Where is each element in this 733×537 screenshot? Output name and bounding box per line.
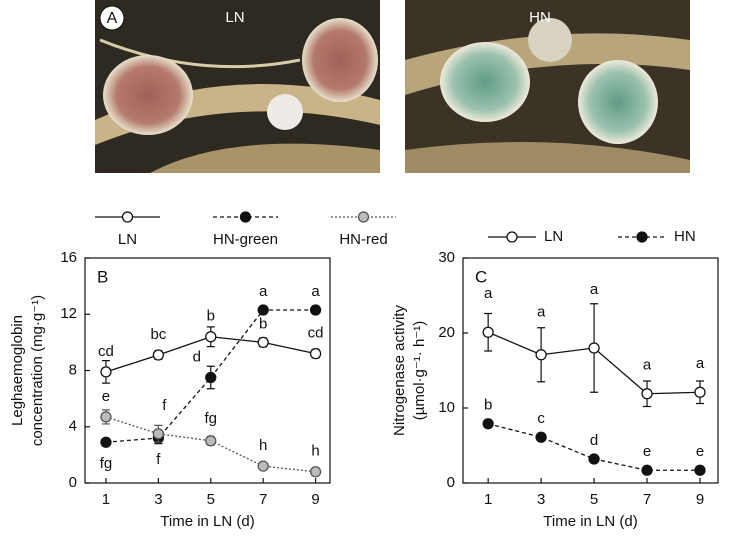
significance-letter: h xyxy=(259,437,267,454)
data-point xyxy=(535,349,547,361)
x-tick-label: 5 xyxy=(207,491,215,508)
significance-letter: b xyxy=(207,308,215,325)
significance-letter: e xyxy=(643,443,651,460)
y-tick-label: 20 xyxy=(438,324,455,341)
data-point xyxy=(588,453,600,465)
legend-label: HN-green xyxy=(213,231,278,248)
data-point xyxy=(100,436,112,448)
significance-letter: a xyxy=(590,281,599,298)
x-axis-title: Time in LN (d) xyxy=(543,513,637,530)
data-point xyxy=(152,428,165,440)
significance-letter: a xyxy=(311,283,320,300)
legend-label: LN xyxy=(118,231,137,248)
significance-letter: f xyxy=(162,397,167,414)
y-tick-label: 30 xyxy=(438,249,455,266)
data-point xyxy=(205,331,217,343)
panel-label: C xyxy=(475,267,487,286)
x-tick-label: 3 xyxy=(154,491,162,508)
data-point xyxy=(257,304,269,316)
data-point xyxy=(309,304,322,316)
y-tick-label: 0 xyxy=(447,474,455,491)
data-point xyxy=(482,326,494,338)
x-tick-label: 9 xyxy=(311,491,319,508)
x-tick-label: 7 xyxy=(643,491,651,508)
plot-frame xyxy=(462,257,719,484)
data-point xyxy=(152,349,165,361)
photo-left xyxy=(95,0,380,173)
data-point xyxy=(205,435,217,447)
x-tick-label: 1 xyxy=(102,491,110,508)
x-axis-title: Time in LN (d) xyxy=(160,513,254,530)
x-tick-label: 1 xyxy=(484,491,492,508)
x-tick-label: 3 xyxy=(537,491,545,508)
data-point xyxy=(694,386,706,398)
panel-label: A xyxy=(107,10,118,27)
data-point xyxy=(257,460,269,472)
significance-letter: b xyxy=(484,397,492,414)
significance-letter: e xyxy=(102,388,110,405)
data-point xyxy=(482,418,494,430)
photo-right xyxy=(405,0,690,173)
y-axis-title: Nitrogenase activity xyxy=(391,305,408,436)
series-line xyxy=(487,423,700,471)
x-tick-label: 9 xyxy=(696,491,704,508)
significance-letter: a xyxy=(484,285,493,302)
significance-letter: h xyxy=(311,443,319,460)
data-point xyxy=(641,388,653,400)
significance-letter: cd xyxy=(98,343,114,360)
series-line xyxy=(105,309,316,443)
legend-marker xyxy=(357,211,370,223)
significance-letter: e xyxy=(696,443,704,460)
data-point xyxy=(694,464,706,476)
data-point xyxy=(588,342,600,354)
y-axis-title: Leghaemoglobin xyxy=(9,315,26,426)
photo-label: LN xyxy=(225,9,244,26)
legend-label: HN-red xyxy=(339,231,387,248)
y-tick-label: 8 xyxy=(69,361,77,378)
y-tick-label: 12 xyxy=(60,305,77,322)
legend-marker xyxy=(239,211,252,223)
data-point xyxy=(535,431,547,443)
x-tick-label: 7 xyxy=(259,491,267,508)
significance-letter: cd xyxy=(308,325,324,342)
y-tick-label: 4 xyxy=(69,418,77,435)
significance-letter: a xyxy=(643,357,652,374)
legend-label: HN xyxy=(674,228,696,245)
data-point xyxy=(100,411,112,423)
data-point xyxy=(309,466,322,478)
significance-letter: f xyxy=(156,451,161,468)
panel-label: B xyxy=(97,267,108,286)
y-axis-title: (µmol·g⁻¹· h⁻¹) xyxy=(411,321,428,420)
y-tick-label: 10 xyxy=(438,399,455,416)
data-point xyxy=(205,371,217,384)
photo-label: HN xyxy=(529,9,551,26)
legend-marker xyxy=(506,231,518,243)
significance-letter: d xyxy=(590,432,598,449)
significance-letter: a xyxy=(259,283,268,300)
data-point xyxy=(257,336,269,349)
legend-marker xyxy=(636,231,648,243)
data-point xyxy=(309,347,322,360)
plot-frame xyxy=(84,257,331,484)
significance-letter: d xyxy=(193,349,201,366)
legend-label: LN xyxy=(544,228,563,245)
y-axis-title: concentration (mg·g⁻¹) xyxy=(29,295,46,446)
significance-letter: a xyxy=(537,304,546,321)
significance-letter: bc xyxy=(150,326,166,343)
y-tick-label: 16 xyxy=(60,249,77,266)
significance-letter: fg xyxy=(205,410,218,427)
significance-letter: fg xyxy=(100,455,113,472)
series-line xyxy=(105,416,316,473)
x-tick-label: 5 xyxy=(590,491,598,508)
panel-label-badge xyxy=(99,5,125,31)
y-tick-label: 0 xyxy=(69,474,77,491)
significance-letter: c xyxy=(537,410,545,427)
data-point xyxy=(100,366,112,378)
legend-marker xyxy=(121,211,134,223)
significance-letter: a xyxy=(696,355,705,372)
data-point xyxy=(641,464,653,476)
significance-letter: b xyxy=(259,315,267,332)
